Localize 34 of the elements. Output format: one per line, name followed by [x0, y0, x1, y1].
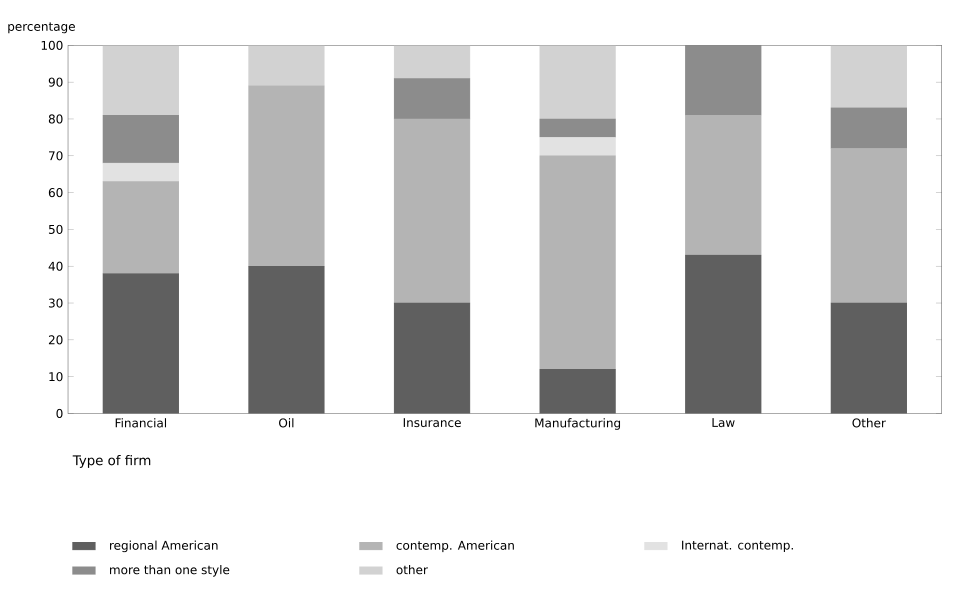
y-tick-label: 80 [48, 114, 63, 124]
x-tick-label: Law [712, 418, 735, 428]
bar [394, 78, 470, 120]
y-tick-label: 100 [42, 41, 63, 50]
legend-label: Internat. contemp. [682, 540, 793, 552]
bar [685, 115, 762, 256]
y-tick-label: 70 [49, 151, 63, 161]
y-tick-label: 60 [48, 188, 63, 198]
legend-label: regional American [110, 540, 218, 552]
y-tick-label: 40 [48, 262, 63, 271]
y-tick-label: 10 [49, 372, 63, 382]
bar [830, 148, 907, 304]
y-tick-label: 90 [48, 78, 63, 87]
x-axis-title: Type of firm [72, 455, 150, 468]
y-axis-title: percentage [8, 22, 75, 34]
y-tick-label: 30 [48, 298, 63, 308]
x-tick-label: Insurance [404, 418, 461, 428]
x-tick-label: Other [852, 418, 886, 428]
legend-label: more than one style [110, 565, 230, 577]
bar [540, 156, 616, 370]
legend-label: other [396, 565, 428, 575]
bar [248, 86, 325, 267]
x-tick-label: Oil [279, 418, 294, 428]
y-tick-label: 50 [48, 225, 63, 234]
bar [102, 182, 179, 274]
bar [394, 118, 470, 304]
bar [102, 163, 179, 182]
bar [540, 137, 616, 156]
x-tick-label: Manufacturing [535, 418, 620, 430]
y-tick-label: 0 [56, 409, 63, 418]
x-tick-label: Financial [116, 418, 166, 428]
legend-label: contemp. American [396, 540, 514, 552]
y-tick-label: 20 [48, 336, 63, 345]
bar [540, 118, 616, 138]
